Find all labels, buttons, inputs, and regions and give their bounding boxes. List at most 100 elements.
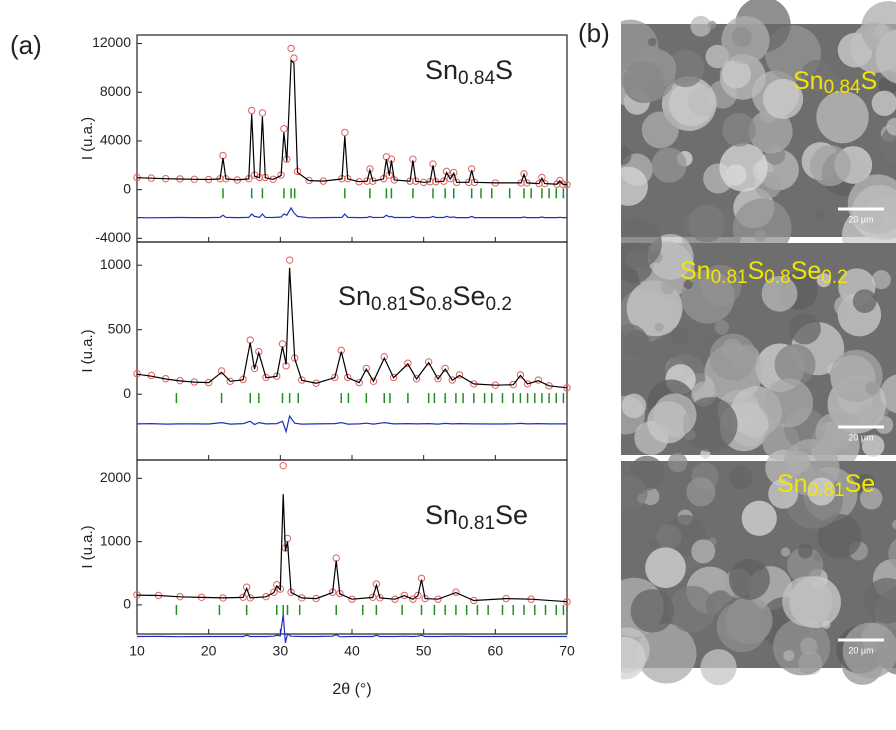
compound-label: Sn0.81Se (425, 500, 528, 534)
sem-texture (816, 91, 868, 143)
subscript: 0.81 (458, 513, 495, 534)
y-tick-label: 1000 (100, 256, 131, 272)
sem-texture (652, 148, 687, 183)
sem-texture (798, 544, 813, 559)
observed-point (288, 45, 294, 51)
observed-point (333, 555, 339, 561)
text-part: Sn (680, 257, 711, 285)
subscript: 0.8 (764, 267, 790, 288)
y-tick-label: 0 (123, 385, 131, 401)
x-tick-label: 60 (488, 643, 504, 659)
sem-texture (691, 539, 715, 563)
subscript: 0.2 (821, 267, 847, 288)
observed-point (279, 341, 285, 347)
sem-texture (719, 143, 767, 191)
compound-label: Sn0.84S (425, 55, 513, 89)
y-tick-label: 2000 (100, 469, 131, 485)
scale-bar-label: 20 µm (848, 645, 873, 655)
y-axis-label: I (u.a.) (79, 525, 96, 568)
difference-line (137, 614, 567, 643)
y-tick-label: 0 (123, 180, 131, 196)
text-part: Se (495, 500, 528, 530)
sem-texture (789, 313, 821, 345)
sem-texture (656, 524, 681, 549)
sem-texture (722, 339, 743, 360)
sem-texture (729, 559, 770, 600)
sem-texture (717, 602, 768, 653)
text-part: Se (791, 257, 822, 285)
x-tick-label: 70 (559, 643, 575, 659)
text-part: Sn (338, 281, 371, 311)
text-part: S (748, 257, 765, 285)
sem-texture (722, 113, 756, 147)
subscript: 0.81 (808, 480, 845, 501)
plot-frame (137, 242, 567, 460)
text-part: Sn (425, 55, 458, 85)
x-tick-label: 50 (416, 643, 432, 659)
scale-bar-label: 20 µm (848, 432, 873, 442)
sem-texture (642, 111, 679, 148)
y-tick-label: 4000 (100, 132, 131, 148)
sem-texture (648, 38, 656, 46)
sem-texture (611, 145, 631, 165)
text-part: Sn (425, 500, 458, 530)
sem-texture (603, 637, 646, 680)
observed-point (286, 257, 292, 263)
sem-texture (645, 547, 686, 588)
sem-texture (714, 320, 729, 335)
sem-texture (764, 378, 813, 427)
sem-texture (708, 21, 716, 29)
y-axis-label: I (u.a.) (79, 117, 96, 160)
sem-texture (619, 46, 675, 102)
subscript: 0.84 (824, 77, 861, 98)
observed-point (218, 368, 224, 374)
observed-point (247, 337, 253, 343)
text-part: S (495, 55, 513, 85)
text-part: Se (452, 281, 485, 311)
sem-texture (613, 476, 648, 511)
sem-texture (609, 167, 648, 206)
y-tick-label: -4000 (95, 229, 131, 245)
sem-texture (729, 466, 753, 490)
subscript: 0.81 (711, 267, 748, 288)
x-tick-label: 20 (201, 643, 217, 659)
sem-texture (732, 27, 752, 47)
x-axis-label: 2θ (°) (332, 681, 371, 698)
panel-label: (a) (10, 30, 42, 60)
sem-texture (813, 553, 821, 561)
y-tick-label: 12000 (92, 34, 131, 50)
sem-texture (700, 649, 736, 685)
sem-texture (631, 589, 675, 633)
compound-label: Sn0.81S0.8Se0.2 (338, 281, 512, 315)
sem-texture (775, 344, 816, 385)
y-tick-label: 1000 (100, 532, 131, 548)
text-part: Sn (777, 470, 808, 498)
observed-point (281, 126, 287, 132)
y-axis-label: I (u.a.) (79, 329, 96, 372)
observed-point (259, 110, 265, 116)
sem-texture (853, 289, 877, 313)
sem-texture (783, 650, 794, 661)
subscript: 0.84 (458, 68, 495, 89)
subscript: 0.2 (485, 294, 511, 315)
sem-texture (834, 295, 855, 316)
figure: (a) (b) -400004000800012000I (u.a.)Sn0.8… (0, 0, 896, 725)
sem-texture (816, 209, 826, 219)
sem-texture (623, 330, 651, 358)
subscript: 0.81 (371, 294, 408, 315)
sem-texture (690, 16, 711, 37)
x-tick-label: 10 (129, 643, 145, 659)
sem-texture (661, 280, 675, 294)
sem-texture (686, 477, 715, 506)
text-part: Se (845, 470, 876, 498)
sem-texture (668, 453, 687, 472)
y-tick-label: 500 (108, 320, 132, 336)
sem-texture (622, 394, 647, 419)
subscript: 0.8 (426, 294, 452, 315)
difference-line (137, 416, 567, 432)
x-tick-label: 40 (344, 643, 360, 659)
scale-bar-label: 20 µm (848, 214, 873, 224)
sem-texture (865, 381, 879, 395)
x-tick-label: 30 (273, 643, 289, 659)
